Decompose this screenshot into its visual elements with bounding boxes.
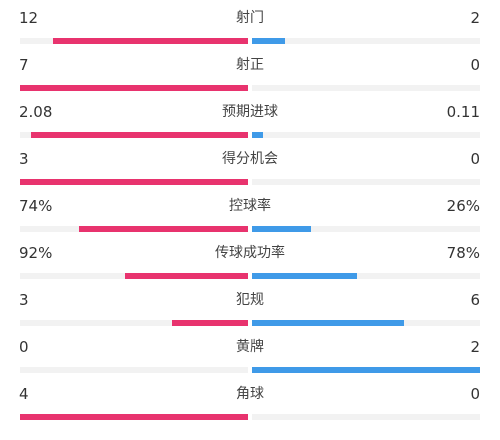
home-bar	[20, 179, 248, 185]
stat-row: 3 得分机会 0	[0, 141, 500, 188]
home-value: 0	[19, 338, 29, 356]
home-value: 7	[19, 56, 29, 74]
stat-label: 犯规	[236, 292, 264, 308]
home-bar-track	[20, 320, 248, 326]
away-value: 78%	[446, 244, 480, 262]
home-bar-track	[20, 85, 248, 91]
stat-label: 黄牌	[236, 339, 264, 355]
away-value: 0	[470, 56, 480, 74]
away-value: 26%	[446, 197, 480, 215]
away-value: 2	[470, 338, 480, 356]
stat-row: 3 犯规 6	[0, 282, 500, 329]
away-bar-track	[252, 179, 480, 185]
away-value: 2	[470, 9, 480, 27]
stat-label: 射正	[236, 57, 264, 73]
home-bar-track	[20, 132, 248, 138]
home-bar	[20, 85, 248, 91]
home-value: 74%	[19, 197, 53, 215]
home-bar-track	[20, 226, 248, 232]
away-bar-track	[252, 85, 480, 91]
stat-label: 射门	[236, 10, 264, 26]
stat-row: 0 黄牌 2	[0, 329, 500, 376]
stat-row: 2.08 预期进球 0.11	[0, 94, 500, 141]
away-bar	[252, 38, 285, 44]
stat-row: 12 射门 2	[0, 0, 500, 47]
away-value: 0	[470, 150, 480, 168]
stat-label: 角球	[236, 386, 264, 402]
stat-label: 传球成功率	[215, 245, 285, 261]
away-bar-track	[252, 226, 480, 232]
stat-label: 控球率	[229, 198, 271, 214]
home-value: 3	[19, 291, 29, 309]
home-bar-track	[20, 38, 248, 44]
away-value: 0	[470, 385, 480, 403]
away-bar	[252, 226, 312, 232]
home-bar-track	[20, 367, 248, 373]
home-value: 3	[19, 150, 29, 168]
stat-row: 4 角球 0	[0, 376, 500, 423]
stat-label: 得分机会	[222, 151, 278, 167]
away-bar	[252, 273, 357, 279]
stat-row: 74% 控球率 26%	[0, 188, 500, 235]
away-bar	[252, 320, 405, 326]
stat-label: 预期进球	[222, 104, 278, 120]
home-bar-track	[20, 273, 248, 279]
away-bar-track	[252, 367, 480, 373]
stat-row: 7 射正 0	[0, 47, 500, 94]
home-bar	[52, 38, 248, 44]
away-bar	[252, 132, 264, 138]
away-bar-track	[252, 414, 480, 420]
away-bar-track	[252, 132, 480, 138]
home-value: 4	[19, 385, 29, 403]
home-value: 92%	[19, 244, 53, 262]
away-value: 0.11	[446, 103, 480, 121]
home-bar	[124, 273, 248, 279]
home-bar-track	[20, 179, 248, 185]
away-bar	[252, 367, 480, 373]
stat-row: 92% 传球成功率 78%	[0, 235, 500, 282]
home-bar	[20, 414, 248, 420]
home-bar	[79, 226, 248, 232]
home-value: 12	[19, 9, 39, 27]
home-bar	[31, 132, 248, 138]
home-bar	[172, 320, 248, 326]
away-bar-track	[252, 273, 480, 279]
away-bar-track	[252, 38, 480, 44]
home-bar-track	[20, 414, 248, 420]
away-bar-track	[252, 320, 480, 326]
home-value: 2.08	[19, 103, 53, 121]
away-value: 6	[470, 291, 480, 309]
